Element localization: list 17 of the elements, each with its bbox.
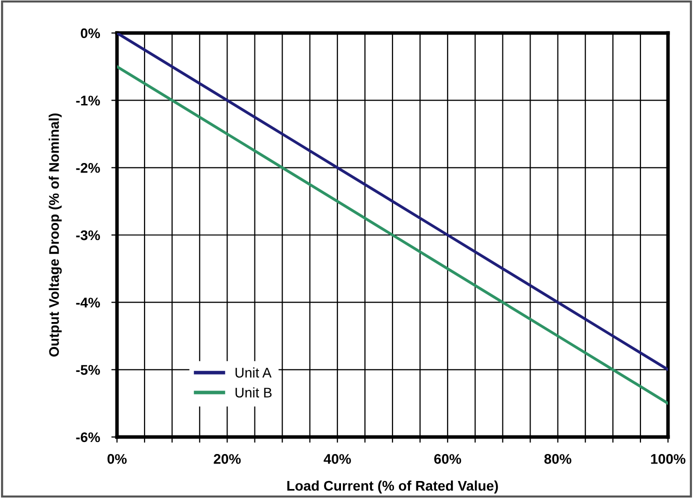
legend-label: Unit B <box>236 387 272 398</box>
x-tick-label: 40% <box>324 454 351 464</box>
y-tick-label: -1% <box>76 96 100 106</box>
y-tick-label: -5% <box>76 365 100 375</box>
y-tick-label: -2% <box>76 163 100 173</box>
x-tick-label: 60% <box>434 454 462 464</box>
x-axis-title: Load Current (% of Rated Value) <box>287 480 498 494</box>
y-tick-label: -3% <box>76 230 100 240</box>
x-tick-label: 20% <box>214 454 241 464</box>
x-tick-label: 80% <box>544 454 572 464</box>
y-axis-title: Output Voltage Droop (% of Nominal) <box>48 114 62 357</box>
y-tick-label: -6% <box>76 432 100 442</box>
x-tick-label: 0% <box>108 454 127 464</box>
legend-label: Unit A <box>236 367 272 378</box>
y-tick-label: -4% <box>76 298 100 308</box>
x-tick-label: 100% <box>651 454 686 464</box>
y-tick-label: 0% <box>80 28 100 38</box>
